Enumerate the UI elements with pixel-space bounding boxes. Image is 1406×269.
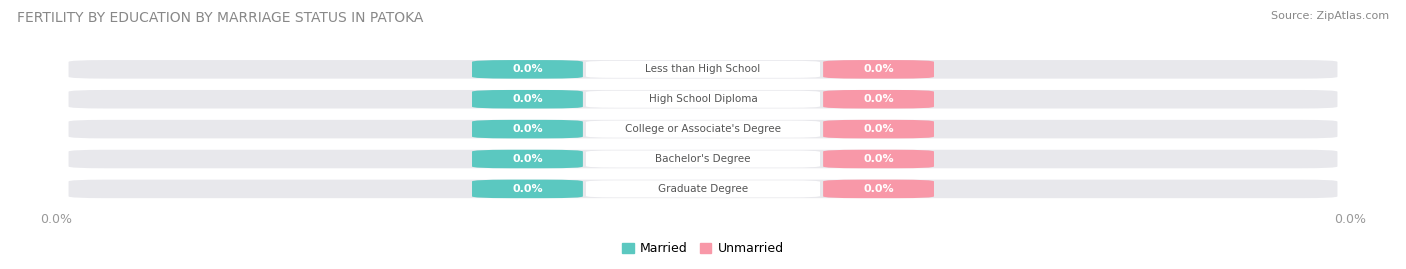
Legend: Married, Unmarried: Married, Unmarried — [623, 242, 783, 255]
FancyBboxPatch shape — [823, 60, 934, 79]
FancyBboxPatch shape — [586, 180, 820, 197]
FancyBboxPatch shape — [586, 150, 820, 168]
Text: 0.0%: 0.0% — [863, 64, 894, 74]
FancyBboxPatch shape — [69, 180, 1337, 198]
Text: College or Associate's Degree: College or Associate's Degree — [626, 124, 780, 134]
Text: 0.0%: 0.0% — [512, 124, 543, 134]
FancyBboxPatch shape — [472, 120, 583, 138]
Text: 0.0%: 0.0% — [863, 94, 894, 104]
Text: 0.0%: 0.0% — [512, 184, 543, 194]
Text: Bachelor's Degree: Bachelor's Degree — [655, 154, 751, 164]
FancyBboxPatch shape — [69, 90, 1337, 108]
Text: Source: ZipAtlas.com: Source: ZipAtlas.com — [1271, 11, 1389, 21]
FancyBboxPatch shape — [823, 120, 934, 138]
Text: FERTILITY BY EDUCATION BY MARRIAGE STATUS IN PATOKA: FERTILITY BY EDUCATION BY MARRIAGE STATU… — [17, 11, 423, 25]
Text: 0.0%: 0.0% — [512, 94, 543, 104]
Text: 0.0%: 0.0% — [863, 184, 894, 194]
FancyBboxPatch shape — [472, 150, 583, 168]
FancyBboxPatch shape — [472, 180, 583, 198]
FancyBboxPatch shape — [472, 90, 583, 108]
Text: Graduate Degree: Graduate Degree — [658, 184, 748, 194]
FancyBboxPatch shape — [586, 91, 820, 108]
FancyBboxPatch shape — [823, 90, 934, 108]
FancyBboxPatch shape — [69, 120, 1337, 138]
FancyBboxPatch shape — [823, 150, 934, 168]
Text: Less than High School: Less than High School — [645, 64, 761, 74]
Text: 0.0%: 0.0% — [863, 124, 894, 134]
Text: 0.0%: 0.0% — [512, 64, 543, 74]
Text: High School Diploma: High School Diploma — [648, 94, 758, 104]
FancyBboxPatch shape — [823, 180, 934, 198]
Text: 0.0%: 0.0% — [512, 154, 543, 164]
FancyBboxPatch shape — [69, 150, 1337, 168]
FancyBboxPatch shape — [69, 60, 1337, 79]
FancyBboxPatch shape — [586, 61, 820, 78]
FancyBboxPatch shape — [472, 60, 583, 79]
FancyBboxPatch shape — [586, 121, 820, 138]
Text: 0.0%: 0.0% — [863, 154, 894, 164]
